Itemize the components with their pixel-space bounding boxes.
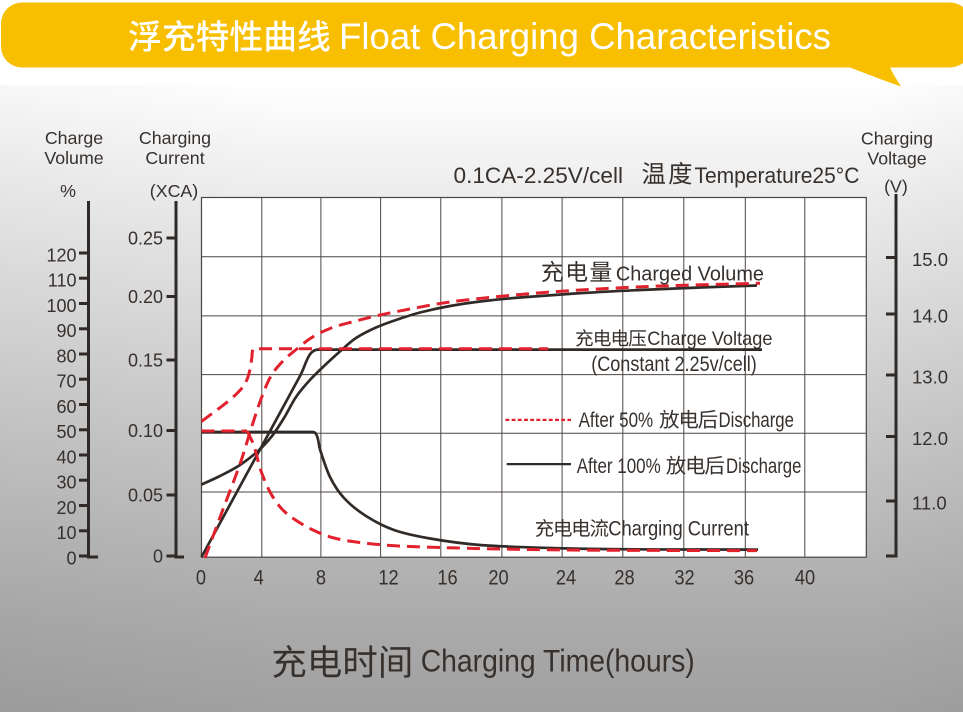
svg-text:Discharge: Discharge [719,409,794,432]
svg-text:30: 30 [56,473,76,493]
svg-text:110: 110 [48,271,77,291]
svg-text:%: % [60,181,76,201]
svg-text:0.20: 0.20 [128,287,163,307]
svg-text:0: 0 [66,548,76,568]
svg-text:Charging Current: Charging Current [608,517,749,541]
svg-text:14.0: 14.0 [912,305,948,326]
svg-text:11.0: 11.0 [912,492,947,513]
svg-text:100: 100 [46,296,76,316]
svg-text:13.0: 13.0 [912,366,948,387]
svg-text:70: 70 [56,372,76,392]
svg-text:0: 0 [153,546,163,566]
svg-text:(V): (V) [884,177,908,197]
svg-text:120: 120 [46,245,76,265]
svg-text:40: 40 [56,447,76,467]
svg-text:Current: Current [145,148,204,168]
svg-text:0: 0 [196,566,206,590]
svg-text:24: 24 [556,566,576,590]
svg-text:Charged Volume: Charged Volume [616,263,764,285]
svg-text:90: 90 [56,321,76,341]
svg-text:40: 40 [795,566,815,590]
svg-text:60: 60 [56,397,76,417]
svg-text:32: 32 [674,566,694,590]
svg-text:Discharge: Discharge [726,455,801,478]
svg-text:0.10: 0.10 [128,421,163,441]
svg-text:(Constant 2.25v/cell): (Constant 2.25v/cell) [591,353,757,377]
svg-text:12.0: 12.0 [912,428,948,449]
svg-text:0.1CA-2.25V/cell: 0.1CA-2.25V/cell [454,163,624,188]
svg-text:0.15: 0.15 [128,350,163,370]
svg-text:0.25: 0.25 [128,228,163,248]
svg-text:0.05: 0.05 [128,485,163,505]
svg-text:Float Charging Characteristics: Float Charging Characteristics [339,16,831,57]
svg-text:8: 8 [316,566,326,590]
svg-text:Charging Time(hours): Charging Time(hours) [421,644,695,679]
svg-text:4: 4 [254,566,264,590]
svg-text:12: 12 [378,566,398,590]
svg-text:20: 20 [56,498,76,518]
svg-text:16: 16 [437,566,457,590]
svg-text:80: 80 [56,346,76,366]
svg-text:20: 20 [488,566,508,590]
svg-text:10: 10 [56,523,76,543]
svg-text:After 100%: After 100% [577,454,661,478]
svg-text:(XCA): (XCA) [150,181,198,201]
svg-text:Volume: Volume [44,148,103,168]
svg-text:28: 28 [614,566,634,590]
svg-text:15.0: 15.0 [912,249,948,270]
svg-text:Temperature25°C: Temperature25°C [695,162,860,188]
svg-text:50: 50 [56,422,76,442]
svg-text:After 50%: After 50% [579,408,654,432]
svg-text:Voltage: Voltage [867,149,926,169]
svg-text:Charging: Charging [139,128,211,148]
svg-text:36: 36 [734,566,754,590]
svg-text:Charge Voltage: Charge Voltage [647,328,772,350]
svg-text:Charge: Charge [45,128,103,148]
svg-text:Charging: Charging [861,129,933,149]
